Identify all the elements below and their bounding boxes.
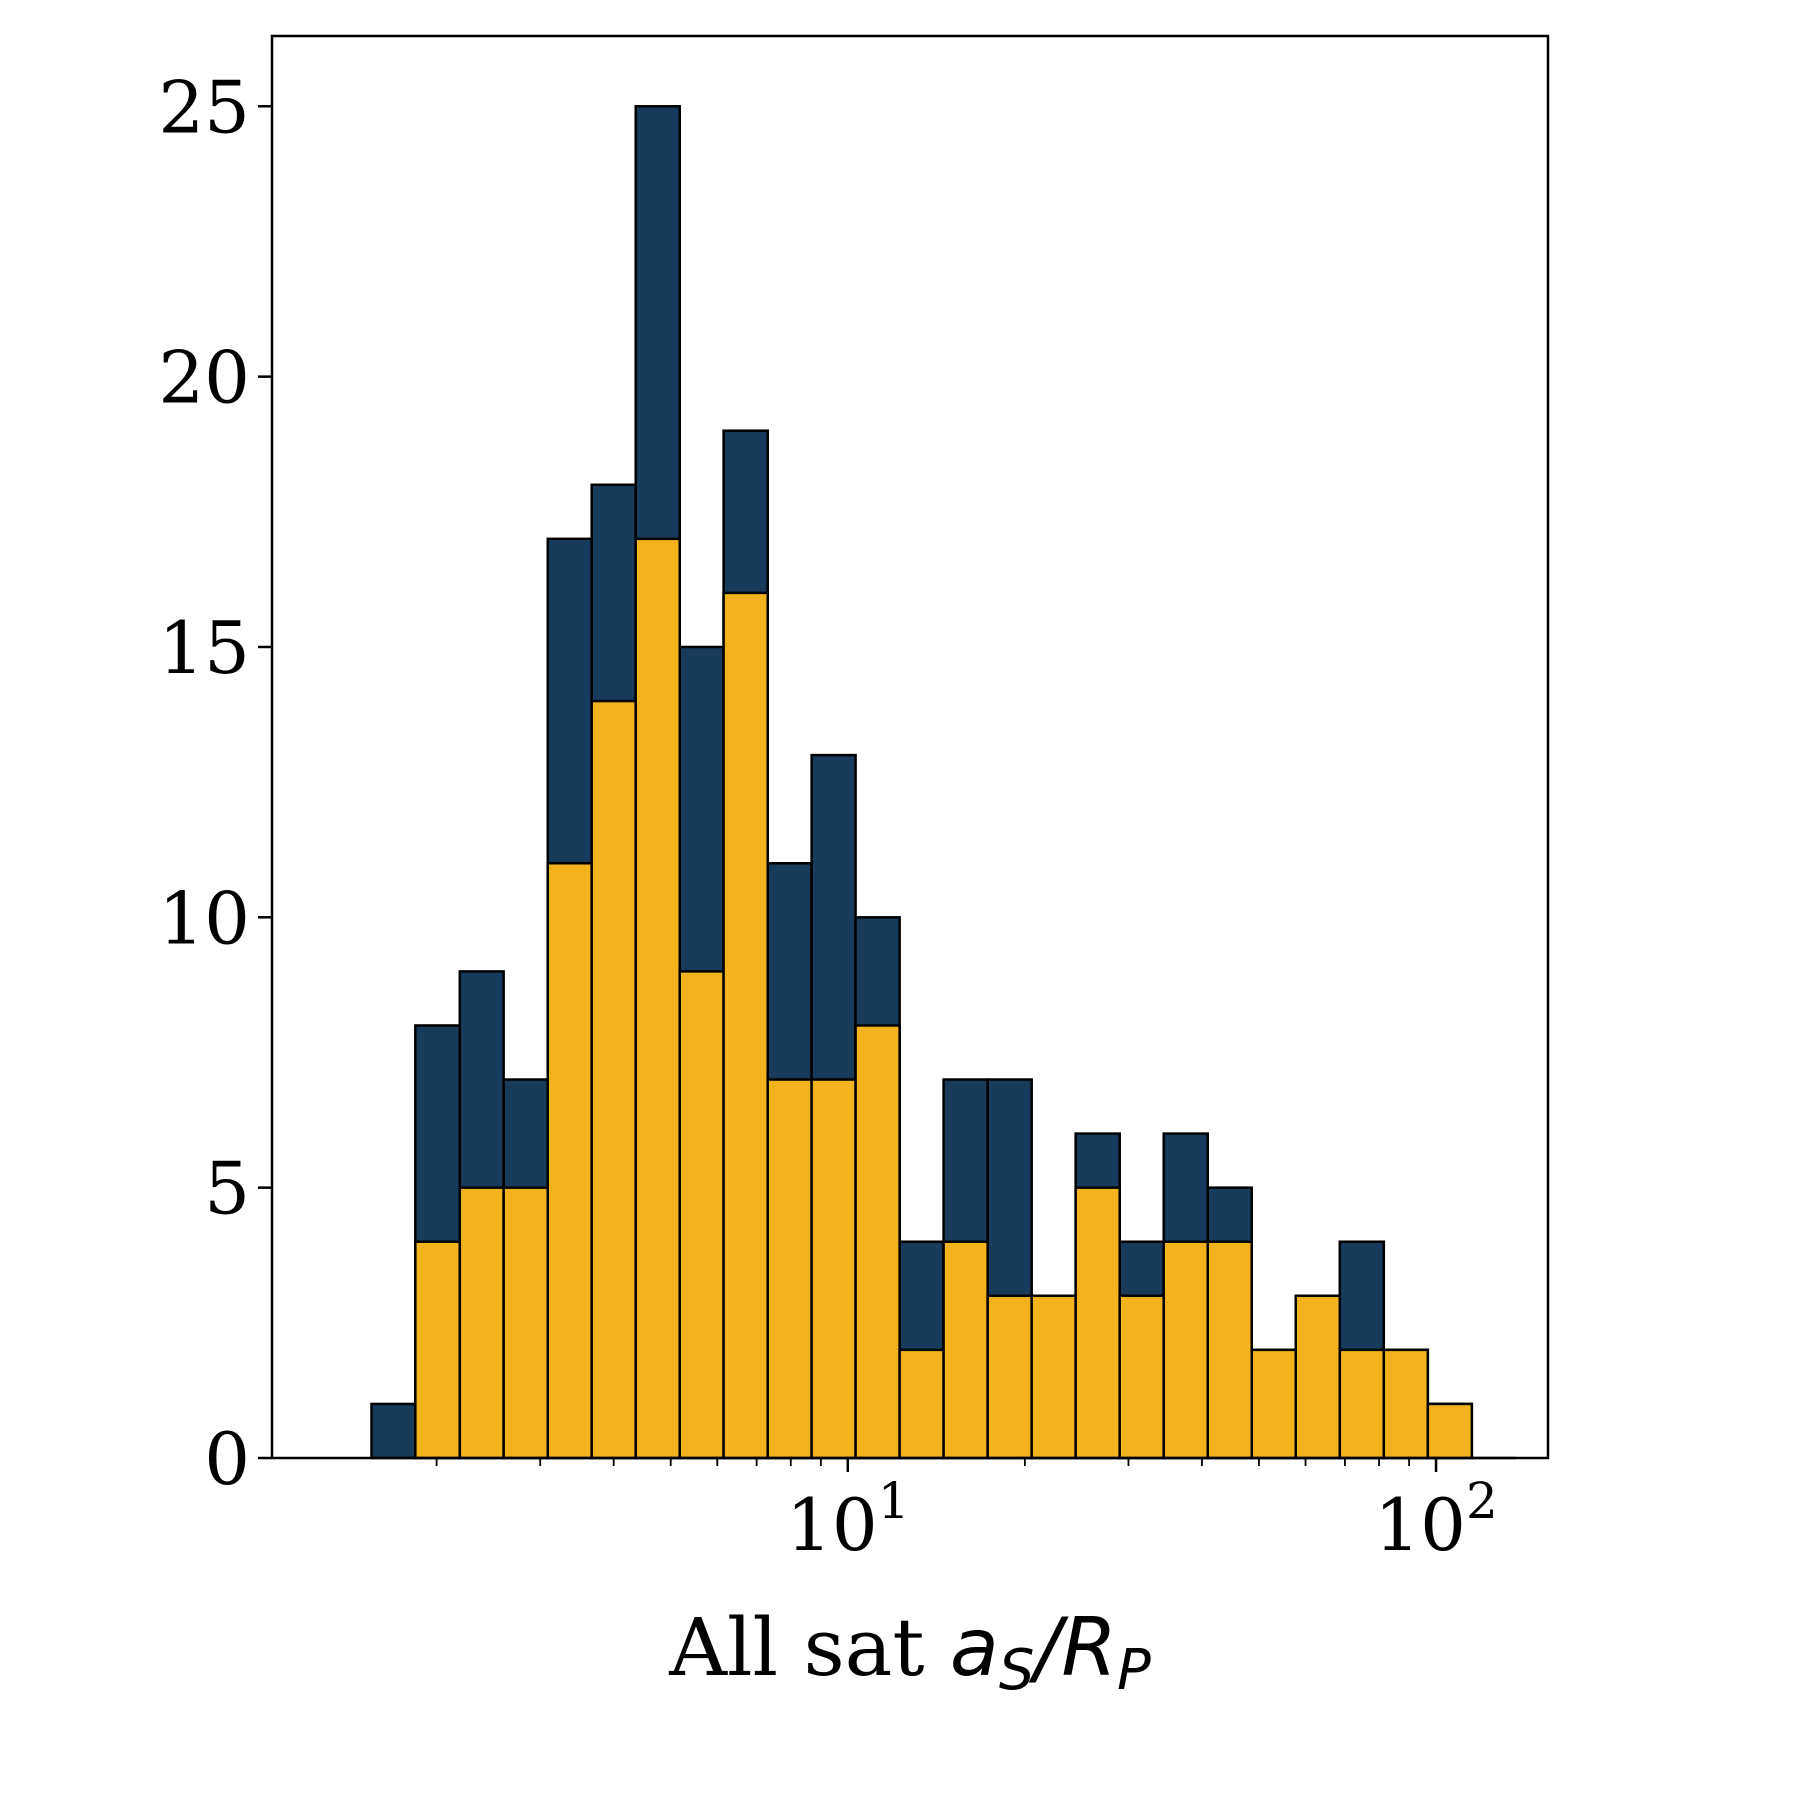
x-tick-label-10: 101 [786, 1472, 909, 1567]
bar-series2-bin9 [722, 591, 769, 1460]
y-tick-label-5: 5 [204, 1147, 250, 1231]
x-tick-exponent: 2 [1466, 1472, 1498, 1530]
bar-series2-bin3 [458, 1186, 505, 1460]
bar-series2-bin24 [1382, 1348, 1430, 1460]
bar-series2-bin12 [854, 1024, 901, 1460]
bar-series2-bin2 [414, 1240, 462, 1460]
bar-series2-bin20 [1206, 1240, 1254, 1460]
x-axis-label-math-r: R [1061, 1601, 1117, 1694]
bar-series2-bin11 [810, 1078, 857, 1460]
x-axis-label-math-a: a [950, 1601, 999, 1694]
x-tick-exponent: 1 [878, 1472, 910, 1530]
bar-series1-bin1 [370, 1402, 417, 1460]
x-axis-label: All sat aS/RP [668, 1601, 1151, 1703]
bar-series2-bin4 [502, 1186, 550, 1460]
bar-series2-bin18 [1118, 1294, 1165, 1460]
x-tick-label-100: 102 [1374, 1472, 1497, 1567]
bar-series2-bin23 [1338, 1348, 1386, 1460]
y-tick-label-25: 25 [158, 65, 250, 149]
bar-series2-bin15 [986, 1294, 1033, 1460]
y-tick-label-10: 10 [158, 876, 250, 960]
bar-series2-bin14 [942, 1240, 989, 1460]
bar-series2-bin22 [1294, 1294, 1342, 1460]
x-tick-base: 10 [786, 1483, 878, 1567]
x-tick-base: 10 [1374, 1483, 1466, 1567]
bars-layer [370, 105, 1516, 1460]
bar-series2-bin6 [590, 699, 637, 1460]
bar-series2-bin21 [1250, 1348, 1298, 1460]
x-axis-label-sub-s: S [999, 1638, 1035, 1703]
bar-series2-bin13 [898, 1348, 945, 1460]
y-tick-label-0: 0 [204, 1417, 250, 1501]
bar-series2-bin16 [1030, 1294, 1077, 1460]
bar-series2-bin17 [1074, 1186, 1121, 1460]
plot-frame [270, 34, 1550, 1460]
x-axis-label-sub-p: P [1117, 1638, 1151, 1703]
y-tick-label-15: 15 [158, 606, 250, 690]
x-axis-label-prefix: All sat [668, 1601, 950, 1694]
y-tick-label-20: 20 [158, 336, 250, 420]
bar-series2-bin8 [678, 970, 725, 1460]
bar-series2-bin25 [1426, 1402, 1474, 1460]
bar-series2-bin7 [634, 537, 681, 1460]
bar-series2-bin19 [1162, 1240, 1210, 1460]
bar-series2-bin10 [766, 1078, 813, 1460]
bar-series2-bin5 [546, 861, 593, 1460]
